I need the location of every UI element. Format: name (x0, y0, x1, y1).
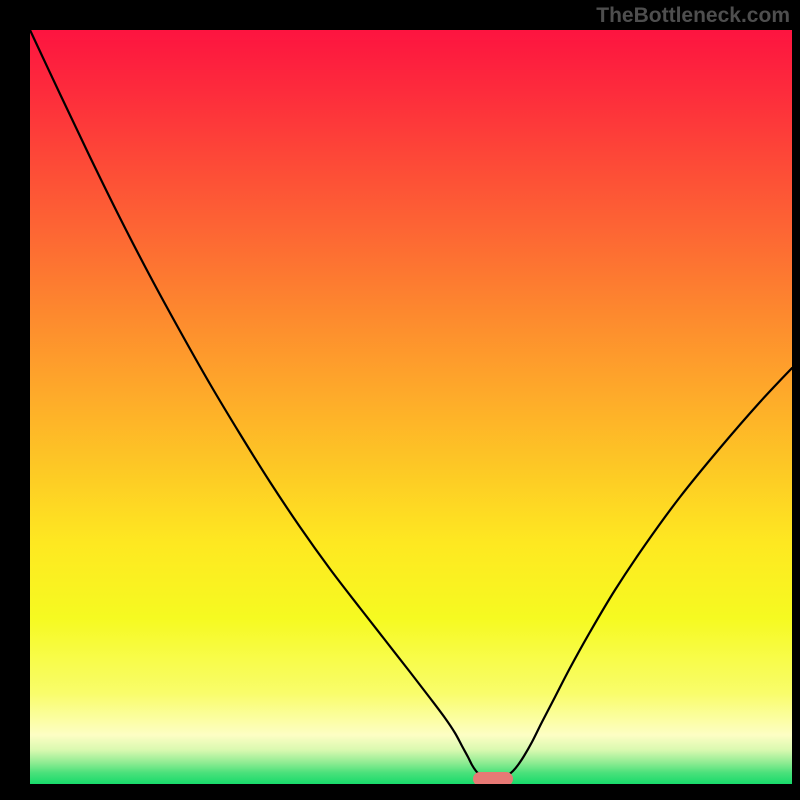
watermark-label: TheBottleneck.com (596, 4, 790, 28)
bottleneck-chart: TheBottleneck.com (0, 0, 800, 800)
chart-border (0, 0, 800, 800)
